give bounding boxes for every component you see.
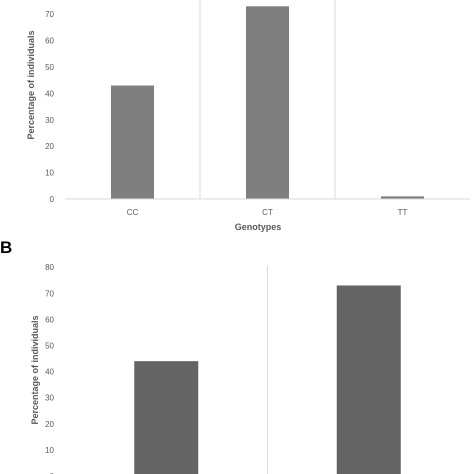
chart-b-bars xyxy=(134,285,401,474)
chart-a-grid xyxy=(199,0,336,199)
chart-a-y-axis-label: Percentage of individuals xyxy=(26,30,36,139)
chart-b-y-axis-label: Percentage of individuals xyxy=(30,315,40,424)
y-tick-label: 40 xyxy=(45,89,54,98)
y-tick-label: 10 xyxy=(45,446,54,455)
x-tick-label: TT xyxy=(398,208,408,217)
chart-a-x-axis-label: Genotypes xyxy=(235,222,282,232)
y-tick-label: 80 xyxy=(45,263,54,272)
bar-2 xyxy=(336,285,401,474)
panel-b-label: B xyxy=(0,238,12,257)
chart-b: 0 10 20 30 40 50 60 70 80 Percentage of individu… xyxy=(30,263,401,474)
x-tick-label: CC xyxy=(127,208,139,217)
y-tick-label: 10 xyxy=(45,169,54,178)
x-tick-label: CT xyxy=(262,208,273,217)
chart-a-x-ticks: CC CT TT xyxy=(127,208,408,217)
bar-CC xyxy=(111,85,154,199)
chart-a-bars xyxy=(111,6,424,200)
bar-CT xyxy=(246,6,289,200)
y-tick-label: 30 xyxy=(45,116,54,125)
y-tick-label: 20 xyxy=(45,142,54,151)
y-tick-label: 60 xyxy=(45,37,54,46)
chart-a: 0 10 20 30 40 50 60 70 CC CT TT Percentage of ind… xyxy=(26,0,470,232)
y-tick-label: 70 xyxy=(45,10,54,19)
y-tick-label: 40 xyxy=(45,368,54,377)
y-tick-label: 0 xyxy=(50,472,55,474)
y-tick-label: 30 xyxy=(45,394,54,403)
bar-1 xyxy=(134,361,199,474)
y-tick-label: 50 xyxy=(45,63,54,72)
y-tick-label: 20 xyxy=(45,420,54,429)
y-tick-label: 0 xyxy=(50,195,55,204)
bar-TT xyxy=(381,196,424,199)
y-tick-label: 50 xyxy=(45,342,54,351)
chart-a-y-ticks: 0 10 20 30 40 50 60 70 xyxy=(45,10,54,204)
y-tick-label: 60 xyxy=(45,315,54,324)
chart-b-y-ticks: 0 10 20 30 40 50 60 70 80 xyxy=(45,263,54,474)
y-tick-label: 70 xyxy=(45,289,54,298)
